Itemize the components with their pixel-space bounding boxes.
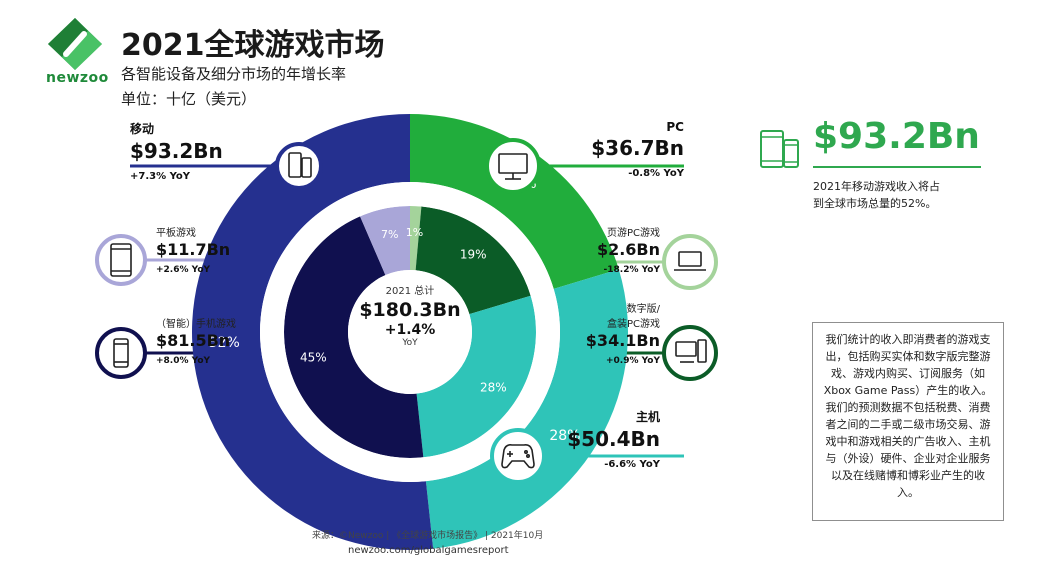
browser-pc-value: $2.6Bn — [596, 240, 660, 259]
gamepad-icon — [501, 444, 535, 469]
inner-segment-tablet-percent: 7% — [381, 228, 398, 241]
boxed-pc-yoy: +0.9% YoY — [605, 356, 660, 366]
boxed-pc-name-line2: 盒装PC游戏 — [606, 319, 660, 330]
center-growth: +1.4% — [384, 322, 436, 338]
highlight-note: 2021年移动游戏收入将占 到全球市场总量的52%。 — [813, 178, 940, 212]
newzoo-logo — [48, 18, 102, 70]
console-icon-circle — [490, 428, 546, 484]
inner-segment-console — [416, 295, 536, 458]
phone-tablet-highlight-icon — [760, 130, 799, 168]
methodology-note-text: 我们统计的收入即消费者的游戏支出，包括购买实体和数字版完整游戏、游戏内购买、订阅… — [823, 333, 993, 499]
inner-segment-smartphone-percent: 45% — [300, 350, 327, 364]
browser-pc-name: 页游PC游戏 — [606, 228, 660, 239]
boxed-pc-name-line1: 数字版/ — [626, 304, 660, 315]
boxed-pc-icon-circle — [662, 325, 718, 381]
tablet-value: $11.7Bn — [156, 240, 231, 259]
laptop-icon — [674, 251, 706, 271]
source-text: 来源：©Newzoo | 《全球游戏市场报告》 | 2021年10月 — [312, 531, 544, 541]
inner-segment-tablet — [360, 206, 410, 276]
page-title: 2021全球游戏市场 — [121, 28, 385, 63]
center-growth-label: YoY — [402, 338, 418, 348]
mobile-yoy: +7.3% YoY — [130, 171, 191, 182]
boxed-pc-label-group: 数字版/ 盒装PC游戏 $34.1Bn +0.9% YoY — [560, 300, 660, 366]
center-total-label: 2021 总计 — [385, 286, 435, 297]
outer-segment-mobile-percent: 52% — [209, 335, 240, 351]
outer-segment-console — [425, 269, 628, 549]
page-subtitle: 各智能设备及细分市场的年增长率 — [121, 65, 347, 83]
smartphone-value: $81.5Bn — [156, 331, 231, 350]
unit-label: 单位：十亿（美元） — [121, 90, 257, 108]
inner-segment-smartphone — [284, 216, 424, 458]
highlight-value: $93.2Bn — [813, 116, 980, 157]
mobile-name: 移动 — [130, 122, 155, 136]
tablet-icon-circle — [95, 234, 147, 286]
boxed-pc-value: $34.1Bn — [585, 331, 660, 350]
tablet-icon — [110, 243, 132, 277]
ring-gap — [260, 182, 560, 482]
tablet-yoy: +2.6% YoY — [156, 265, 211, 275]
mobile-label-group: 移动 $93.2Bn +7.3% YoY — [130, 120, 223, 182]
console-yoy: -6.6% YoY — [604, 459, 660, 470]
logo-text: newzoo — [46, 70, 109, 86]
desktop-pc-icon — [675, 339, 707, 363]
pc-name: PC — [666, 120, 684, 134]
smartphone-name: （智能）手机游戏 — [156, 319, 236, 330]
inner-segment-boxed-pc-percent: 19% — [460, 248, 487, 262]
browser-pc-yoy: -18.2% YoY — [603, 265, 660, 275]
smartphone-label-group: （智能）手机游戏 $81.5Bn +8.0% YoY — [156, 315, 236, 366]
console-value: $50.4Bn — [567, 427, 660, 451]
source-url: newzoo.com/globalgamesreport — [348, 545, 509, 556]
outer-segment-mobile — [192, 114, 434, 550]
pc-label-group: PC $36.7Bn -0.8% YoY — [560, 120, 684, 179]
browser-pc-icon-circle — [662, 234, 718, 290]
browser-pc-label-group: 页游PC游戏 $2.6Bn -18.2% YoY — [560, 224, 660, 275]
highlight-note-line1: 2021年移动游戏收入将占 — [813, 180, 940, 193]
phone-tablet-icon — [288, 152, 312, 178]
pc-value: $36.7Bn — [591, 136, 684, 160]
smartphone-yoy: +8.0% YoY — [156, 356, 211, 366]
monitor-icon — [498, 153, 528, 180]
console-name: 主机 — [635, 410, 660, 424]
mobile-value: $93.2Bn — [130, 139, 223, 163]
tablet-name: 平板游戏 — [156, 228, 196, 239]
methodology-note: 我们统计的收入即消费者的游戏支出，包括购买实体和数字版完整游戏、游戏内购买、订阅… — [812, 322, 1004, 521]
inner-segment-console-percent: 28% — [480, 380, 507, 394]
highlight-underline — [813, 166, 981, 168]
tablet-label-group: 平板游戏 $11.7Bn +2.6% YoY — [156, 224, 230, 275]
inner-segment-browser-pc-percent: 1% — [406, 226, 423, 239]
smartphone-icon — [113, 338, 129, 368]
outer-segment-console-percent: 28% — [549, 428, 580, 444]
mobile-icon-circle — [275, 142, 323, 190]
center-total-value: $180.3Bn — [359, 299, 461, 321]
outer-segment-pc — [410, 114, 619, 289]
smartphone-icon-circle — [95, 327, 147, 379]
center-hole — [348, 270, 472, 394]
pc-icon-circle — [485, 138, 541, 194]
console-label-group: 主机 $50.4Bn -6.6% YoY — [540, 408, 660, 470]
pc-yoy: -0.8% YoY — [628, 168, 684, 179]
highlight-note-line2: 到全球市场总量的52%。 — [813, 197, 937, 210]
inner-segment-boxed-pc — [415, 206, 531, 315]
inner-segment-browser-pc — [410, 206, 422, 271]
